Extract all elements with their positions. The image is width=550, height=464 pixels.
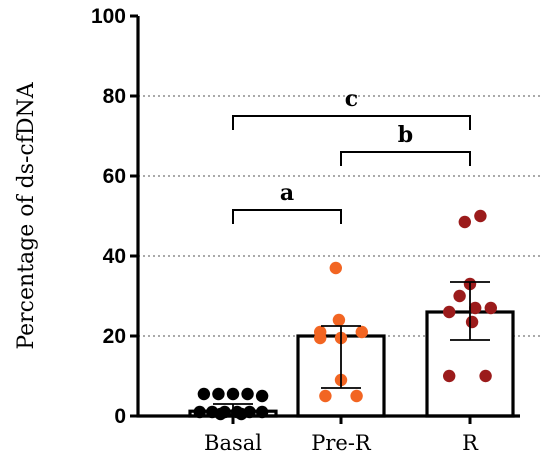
significance-bracket xyxy=(340,151,471,166)
data-point xyxy=(212,387,225,401)
data-point xyxy=(314,331,327,345)
significance-label: b xyxy=(398,122,413,148)
data-point xyxy=(350,389,363,403)
data-point xyxy=(443,369,456,383)
significance-label: c xyxy=(345,86,358,112)
y-tick-label: 0 xyxy=(114,405,126,428)
data-point xyxy=(474,209,487,223)
y-tick-label: 80 xyxy=(103,85,126,108)
axis-labels: Percentage of ds-cfDNA xyxy=(14,81,39,349)
data-points xyxy=(193,209,497,421)
x-tick-label-pre-r: Pre-R xyxy=(311,431,372,455)
data-point xyxy=(197,387,211,401)
data-point xyxy=(443,305,456,319)
x-tick-label-basal: Basal xyxy=(204,431,262,455)
x-tick-label-r: R xyxy=(462,431,479,455)
significance-bracket xyxy=(232,115,471,130)
data-point xyxy=(479,369,492,383)
y-tick-label: 20 xyxy=(103,325,126,348)
data-point xyxy=(329,261,342,275)
data-point xyxy=(355,325,368,339)
y-tick-label: 40 xyxy=(103,245,126,268)
data-point xyxy=(458,215,471,229)
significance-label: a xyxy=(280,180,294,206)
bars xyxy=(188,310,515,418)
data-point xyxy=(469,301,482,315)
data-point xyxy=(319,389,332,403)
error-bars xyxy=(213,281,490,415)
data-point xyxy=(255,389,269,403)
y-axis-title: Percentage of ds-cfDNA xyxy=(14,81,39,349)
significance-bracket xyxy=(232,209,342,224)
y-tick-label: 100 xyxy=(91,5,126,28)
data-point xyxy=(484,301,497,315)
data-point xyxy=(241,387,254,401)
data-point xyxy=(332,313,346,327)
y-tick-label: 60 xyxy=(103,165,126,188)
data-point xyxy=(465,315,479,329)
data-point xyxy=(226,387,240,401)
data-point xyxy=(453,289,466,303)
axes: 0 20 40 60 80 100 Basal Pre-R R xyxy=(91,5,520,455)
significance-brackets: a b c xyxy=(232,86,471,224)
